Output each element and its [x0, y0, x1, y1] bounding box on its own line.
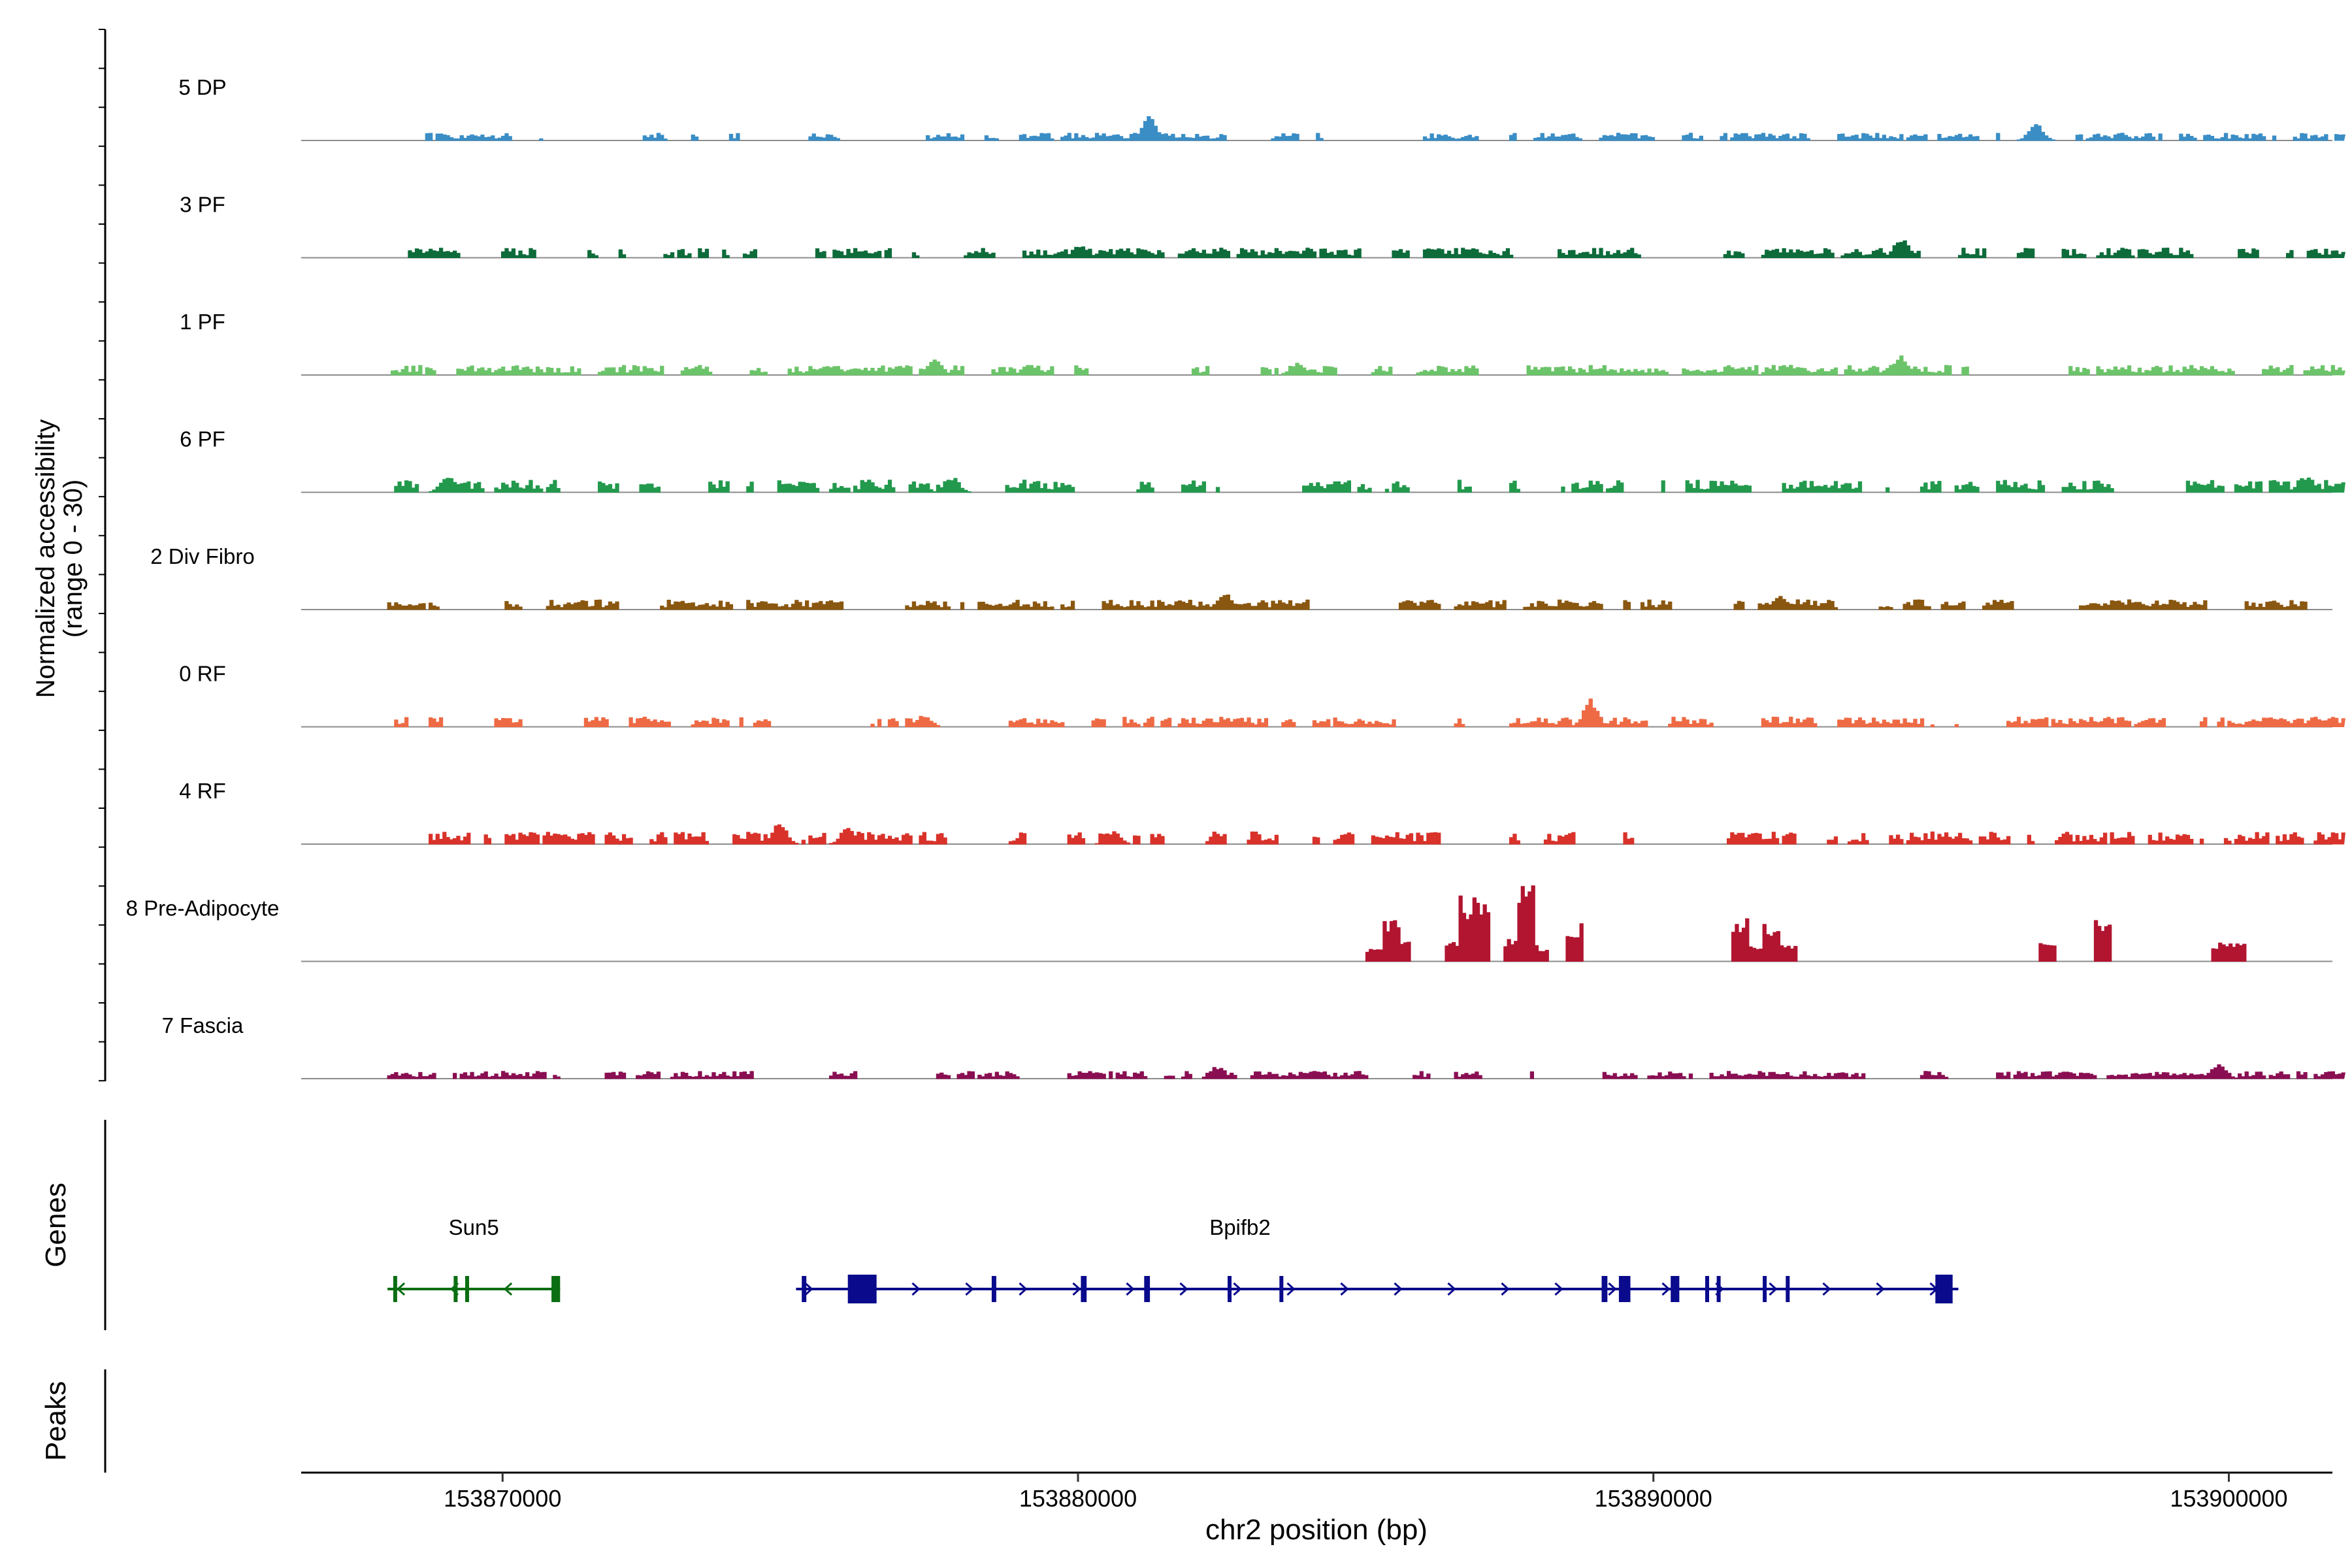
gene-exon [1935, 1275, 1953, 1303]
gene-exon [551, 1276, 561, 1302]
gene-exon [847, 1275, 877, 1303]
gene-exon [1144, 1276, 1151, 1302]
strand-arrow [911, 1282, 921, 1296]
gene-exon [1081, 1276, 1087, 1302]
strand-arrow [1608, 1282, 1617, 1296]
track-8-pre-adipocyte: 8 Pre-Adipocyte [126, 885, 2332, 962]
track-3-pf: 3 PF [180, 193, 2346, 259]
strand-arrow [1501, 1282, 1510, 1296]
gene-exon [991, 1276, 996, 1302]
track-7-fascia: 7 Fascia [162, 1013, 2346, 1079]
track-label: 0 RF [179, 662, 226, 686]
y-axis-title-line2: (range 0 - 30) [59, 480, 88, 638]
gene-exon [1601, 1276, 1608, 1302]
gene-exon [1618, 1276, 1631, 1302]
gene-sun5: Sun5 [387, 1215, 561, 1302]
strand-arrow [1394, 1282, 1403, 1296]
strand-arrow [1447, 1282, 1456, 1296]
strand-arrow [1340, 1282, 1349, 1296]
strand-arrow [1822, 1282, 1831, 1296]
track-label: 1 PF [180, 310, 225, 334]
track-0-rf: 0 RF [179, 662, 2345, 728]
strand-arrow [396, 1282, 406, 1296]
gene-exon [465, 1276, 469, 1302]
coverage-area [425, 116, 2346, 141]
peaks-panel-title: Peaks [40, 1381, 72, 1461]
track-5-dp: 5 DP [178, 75, 2346, 141]
coverage-area [408, 240, 2346, 258]
gene-exon [1705, 1276, 1709, 1302]
track-label: 4 RF [179, 779, 226, 803]
strand-arrow [804, 1282, 813, 1296]
gene-exon [1671, 1276, 1680, 1302]
strand-arrow [1286, 1282, 1296, 1296]
track-label: 5 DP [178, 75, 226, 99]
track-1-pf: 1 PF [180, 310, 2346, 376]
track-6-pf: 6 PF [180, 427, 2345, 493]
coverage-area [387, 595, 2308, 610]
gene-exon [1716, 1276, 1721, 1302]
gene-exon [1786, 1276, 1790, 1302]
y-axis-title-line1: Normalized accessibility [31, 419, 60, 698]
gene-exon [1279, 1276, 1284, 1302]
coverage-area [394, 698, 2345, 727]
track-label: 2 Div Fibro [150, 544, 255, 568]
coverage-area [390, 355, 2346, 376]
gene-label: Bpifb2 [1209, 1215, 1271, 1239]
strand-arrow [503, 1282, 513, 1296]
track-label: 3 PF [180, 193, 225, 217]
gene-exon [453, 1276, 458, 1302]
track-label: 7 Fascia [162, 1013, 244, 1037]
x-tick-label: 153890000 [1595, 1485, 1712, 1512]
x-tick-label: 153900000 [2170, 1485, 2287, 1512]
coverage-area [429, 824, 2345, 845]
gene-exon [1228, 1276, 1232, 1302]
strand-arrow [1769, 1282, 1778, 1296]
gene-exon [1763, 1276, 1767, 1302]
strand-arrow [1876, 1282, 1885, 1296]
strand-arrow [965, 1282, 974, 1296]
track-label: 6 PF [180, 427, 225, 451]
coverage-area [394, 478, 2345, 493]
gene-exon [802, 1276, 807, 1302]
strand-arrow [1554, 1282, 1563, 1296]
track-2-div-fibro: 2 Div Fibro [150, 544, 2332, 610]
strand-arrow [1661, 1282, 1671, 1296]
gene-bpifb2: Bpifb2 [796, 1215, 1959, 1303]
track-4-rf: 4 RF [179, 779, 2345, 845]
strand-arrow [1126, 1282, 1135, 1296]
strand-arrow [1179, 1282, 1188, 1296]
gene-exon [393, 1276, 397, 1302]
strand-arrow [1233, 1282, 1242, 1296]
coverage-area [1365, 885, 2247, 962]
strand-arrow [1072, 1282, 1081, 1296]
x-tick-label: 153880000 [1019, 1485, 1137, 1512]
gene-label: Sun5 [449, 1215, 499, 1239]
coverage-area [387, 1064, 2346, 1079]
x-axis-title: chr2 position (bp) [1205, 1514, 1428, 1546]
strand-arrow [1019, 1282, 1028, 1296]
x-tick-label: 153870000 [444, 1485, 561, 1512]
genes-panel-title: Genes [40, 1183, 72, 1267]
track-label: 8 Pre-Adipocyte [126, 896, 280, 921]
